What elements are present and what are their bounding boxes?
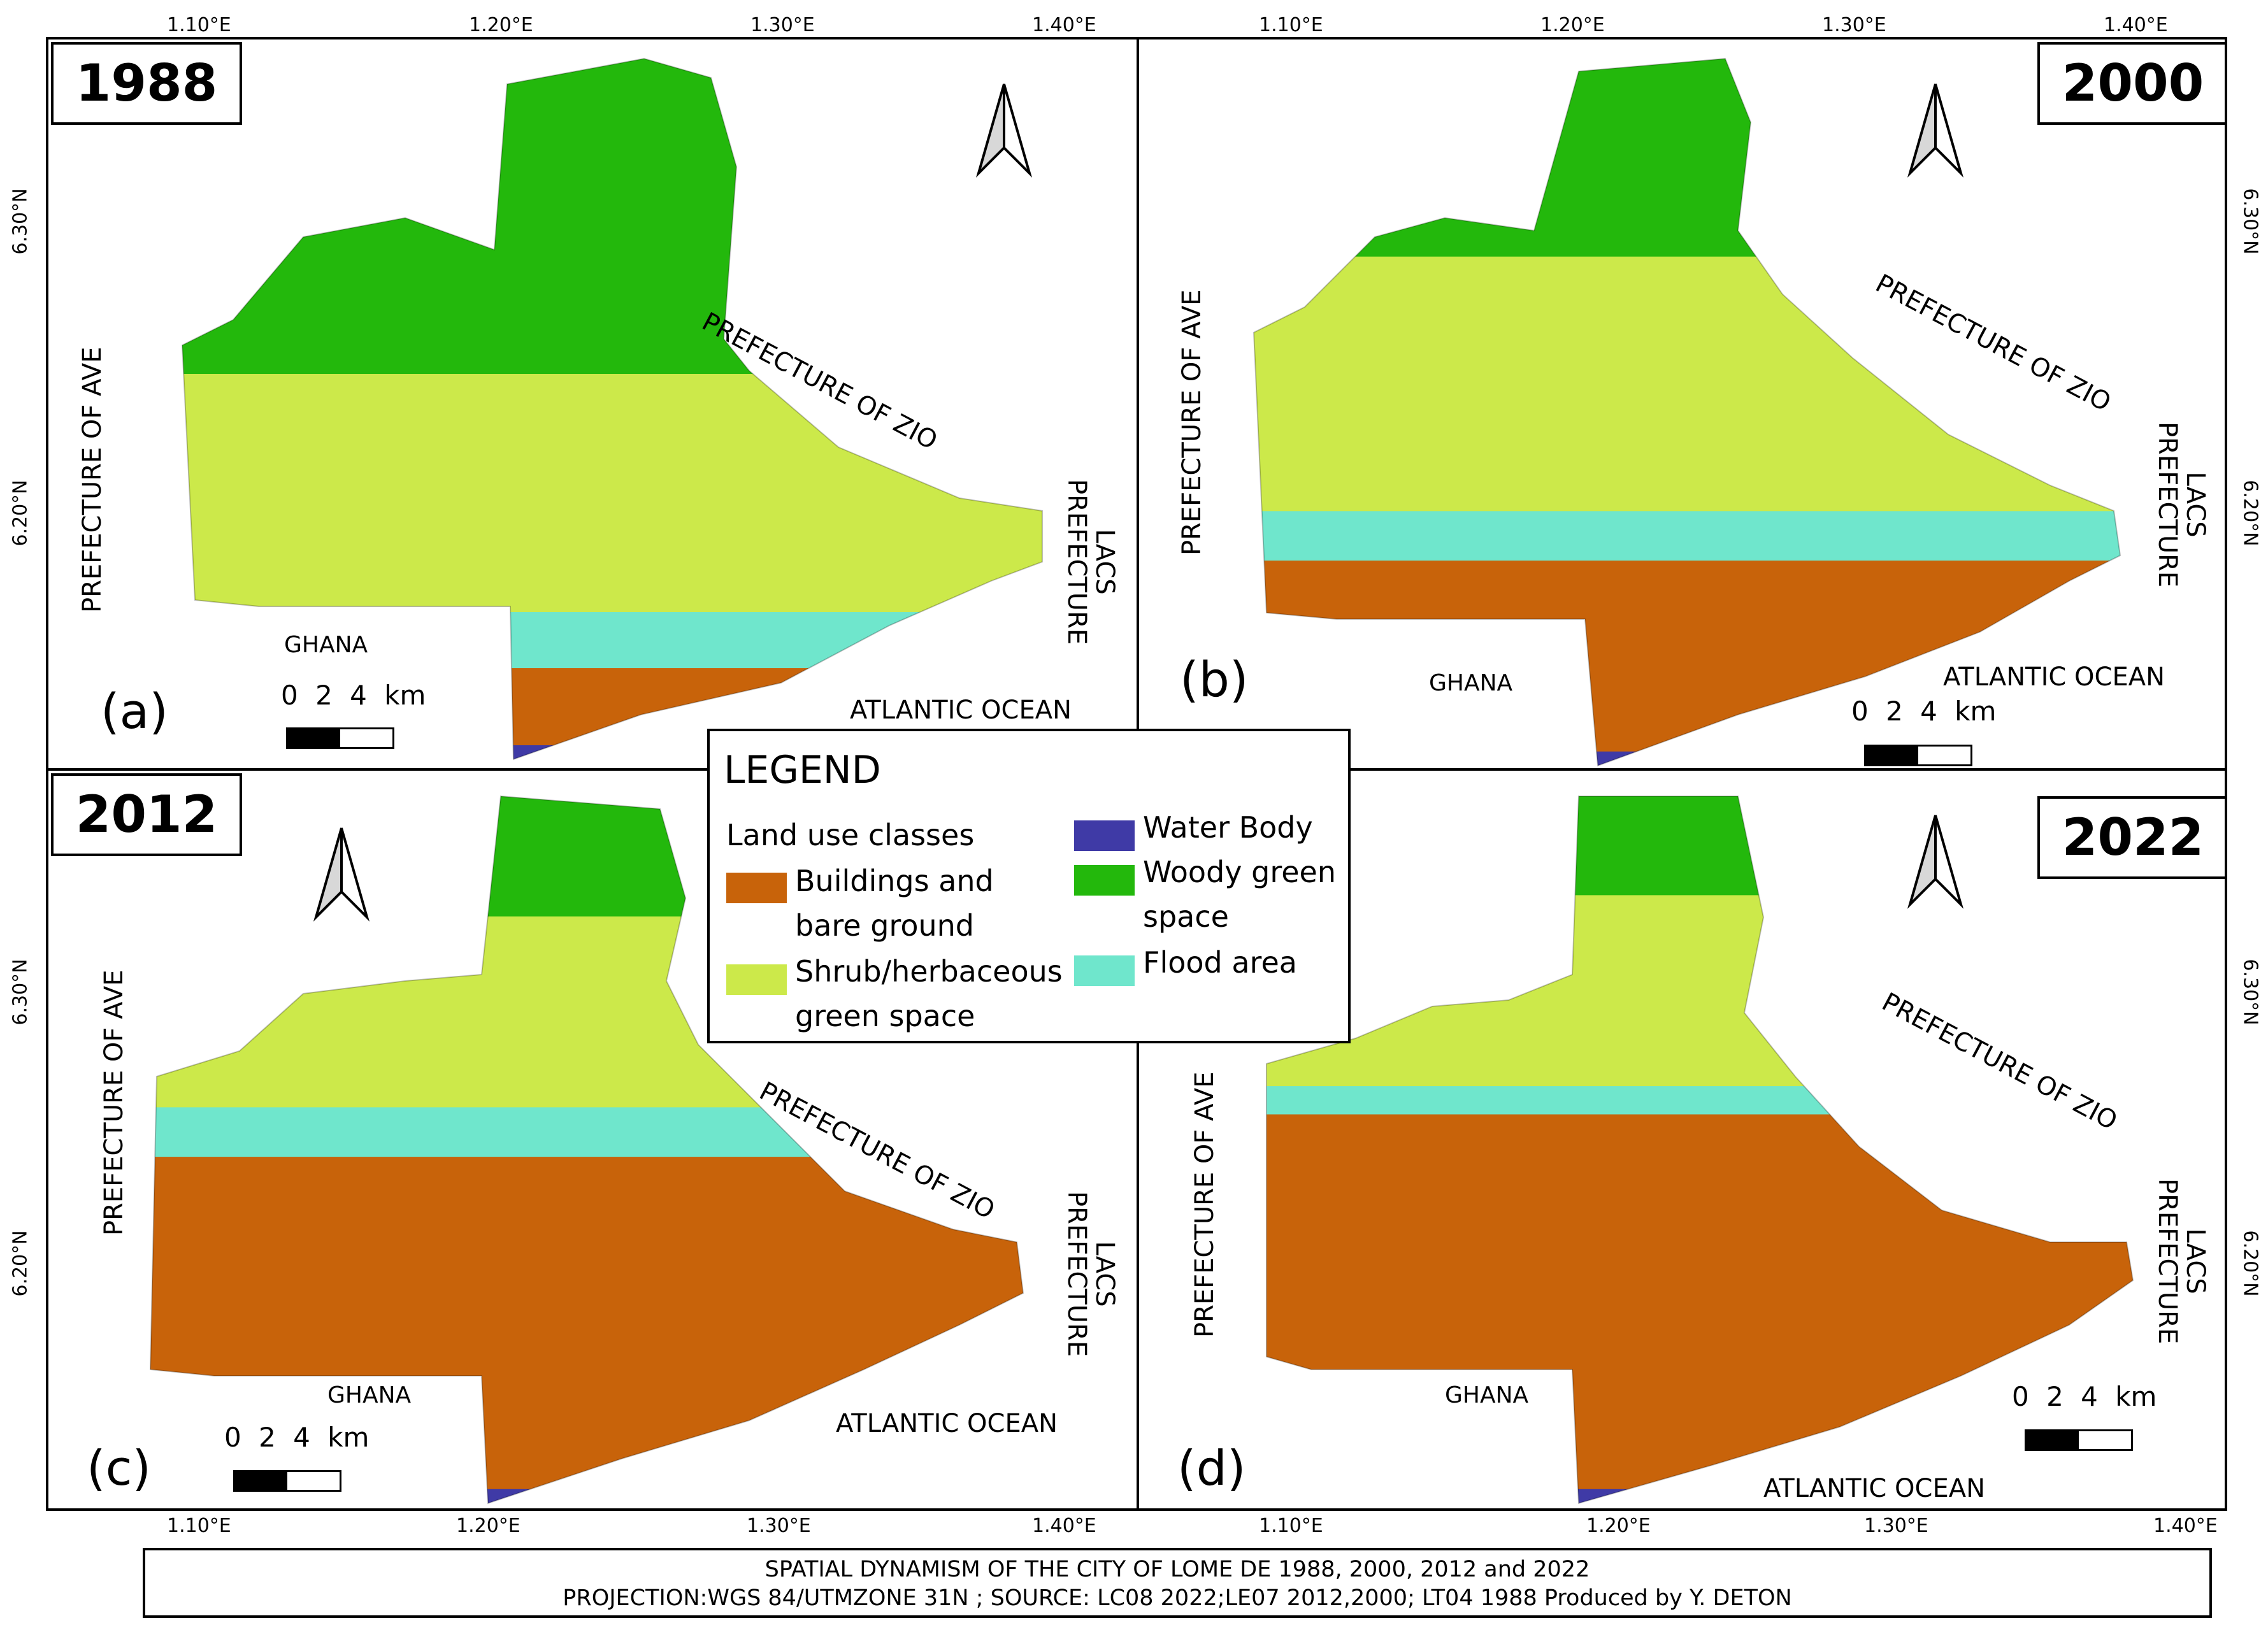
ghana-label: GHANA: [284, 632, 368, 658]
lon-label: 1.10°E: [167, 14, 231, 36]
scale-label: 0 2 4 km: [2012, 1381, 2157, 1412]
city-outline: [1252, 57, 2121, 767]
land-use-map: [181, 57, 1043, 761]
prefecture-ave-label: PREFECTURE OF AVE: [99, 969, 129, 1236]
land-use-map: [1266, 796, 2134, 1505]
scale-label: 0 2 4 km: [1851, 696, 1997, 727]
atlantic-ocean-label: ATLANTIC OCEAN: [1763, 1474, 1986, 1503]
ghana-label: GHANA: [327, 1382, 412, 1408]
lacs-prefecture-label: LACS PREFECTURE: [1062, 1191, 1119, 1357]
ghana-label: GHANA: [1445, 1382, 1529, 1408]
lat-label: 6.20°N: [2239, 480, 2262, 547]
year-label: 2012: [51, 773, 242, 856]
class-area-buildings: [1267, 1114, 2133, 1490]
lon-label: 1.40°E: [2153, 1515, 2218, 1537]
atlantic-ocean-label: ATLANTIC OCEAN: [836, 1409, 1058, 1438]
prefecture-ave-label: PREFECTURE OF AVE: [1177, 289, 1207, 555]
year-label: 2000: [2037, 42, 2225, 125]
panel-letter: (a): [101, 683, 168, 740]
lon-label: 1.20°E: [456, 1515, 520, 1537]
city-outline: [1266, 796, 2134, 1505]
lon-label: 1.20°E: [469, 14, 533, 36]
panel-letter: (c): [87, 1440, 152, 1496]
legend: LEGEND Land use classes Buildings and ba…: [707, 729, 1351, 1043]
atlantic-ocean-label: ATLANTIC OCEAN: [850, 696, 1072, 725]
scale-bar: [233, 1470, 341, 1492]
lon-label: 1.10°E: [167, 1515, 231, 1537]
lacs-prefecture-label: LACS PREFECTURE: [1062, 479, 1119, 645]
legend-swatch-shrub: [726, 964, 787, 995]
class-area-water: [1254, 751, 2120, 766]
north-arrow-icon: [313, 827, 370, 922]
map-panel-1988: 1988 PREFECTURE OF ZIO PREFECTURE OF AVE…: [46, 37, 1139, 771]
land-use-map: [149, 795, 1024, 1505]
lat-label: 6.30°N: [9, 188, 32, 255]
land-use-classes: [1254, 59, 2120, 766]
lacs-prefecture-label: LACS PREFECTURE: [2153, 1178, 2210, 1345]
class-area-woody: [1254, 59, 2120, 257]
class-area-shrub: [1254, 256, 2120, 512]
legend-label-woody: Woody green space: [1143, 855, 1336, 934]
scale-bar: [1864, 745, 1972, 766]
lon-label: 1.40°E: [1032, 1515, 1096, 1537]
lon-label: 1.30°E: [1864, 1515, 1928, 1537]
year-label: 2022: [2037, 796, 2225, 879]
lat-label: 6.20°N: [2239, 1230, 2262, 1297]
legend-title: LEGEND: [724, 748, 881, 792]
scale-bar: [2025, 1429, 2133, 1451]
lon-label: 1.10°E: [1259, 14, 1323, 36]
lon-label: 1.10°E: [1259, 1515, 1323, 1537]
legend-subtitle: Land use classes: [726, 818, 975, 852]
city-outline: [149, 795, 1024, 1505]
panel-letter: (b): [1180, 651, 1249, 708]
legend-swatch-woody: [1074, 865, 1135, 896]
lon-label: 1.30°E: [1822, 14, 1886, 36]
land-use-map: [1252, 57, 2121, 767]
lat-label: 6.30°N: [2239, 959, 2262, 1026]
class-area-shrub: [182, 374, 1042, 613]
ghana-label: GHANA: [1429, 670, 1513, 696]
lacs-prefecture-label: LACS PREFECTURE: [2153, 422, 2210, 588]
prefecture-ave-label: PREFECTURE OF AVE: [78, 347, 107, 613]
class-area-flood: [1254, 511, 2120, 562]
caption-line-1: SPATIAL DYNAMISM OF THE CITY OF LOME DE …: [764, 1557, 1590, 1582]
lat-label: 6.30°N: [9, 959, 32, 1026]
lon-label: 1.30°E: [750, 14, 815, 36]
class-area-flood: [1267, 1086, 2133, 1115]
lon-label: 1.40°E: [2104, 14, 2168, 36]
caption-line-2: PROJECTION:WGS 84/UTMZONE 31N ; SOURCE: …: [563, 1585, 1792, 1611]
north-arrow-icon: [1907, 83, 1964, 178]
atlantic-ocean-label: ATLANTIC OCEAN: [1943, 662, 2165, 692]
north-arrow-icon: [975, 83, 1033, 178]
lon-label: 1.40°E: [1032, 14, 1096, 36]
map-panel-2022: 2022 PREFECTURE OF ZIO PREFECTURE OF AVE…: [1137, 768, 2227, 1511]
land-use-classes: [1267, 796, 2133, 1503]
lon-label: 1.20°E: [1586, 1515, 1651, 1537]
class-area-woody: [1267, 796, 2133, 896]
legend-label-flood: Flood area: [1143, 945, 1297, 980]
lat-label: 6.30°N: [2239, 188, 2262, 255]
map-caption: SPATIAL DYNAMISM OF THE CITY OF LOME DE …: [143, 1548, 2212, 1618]
lat-label: 6.20°N: [9, 480, 32, 547]
scale-label: 0 2 4 km: [281, 680, 426, 711]
legend-label-water: Water Body: [1143, 810, 1313, 845]
legend-label-shrub: Shrub/herbaceous green space: [795, 954, 1063, 1033]
class-area-woody: [182, 59, 1042, 375]
north-arrow-icon: [1907, 815, 1964, 909]
lon-label: 1.30°E: [747, 1515, 811, 1537]
legend-label-buildings: Buildings and bare ground: [795, 864, 994, 943]
scale-bar: [286, 727, 394, 749]
legend-swatch-buildings: [726, 873, 787, 903]
scale-label: 0 2 4 km: [224, 1422, 370, 1453]
year-label: 1988: [51, 42, 242, 125]
lat-label: 6.20°N: [9, 1230, 32, 1297]
legend-swatch-water: [1074, 820, 1135, 851]
prefecture-ave-label: PREFECTURE OF AVE: [1190, 1071, 1219, 1338]
panel-letter: (d): [1177, 1440, 1246, 1496]
map-panel-2000: 2000 PREFECTURE OF ZIO PREFECTURE OF AVE…: [1137, 37, 2227, 771]
lon-label: 1.20°E: [1540, 14, 1605, 36]
city-outline: [181, 57, 1043, 761]
legend-swatch-flood: [1074, 955, 1135, 986]
class-area-water: [1267, 1489, 2133, 1503]
